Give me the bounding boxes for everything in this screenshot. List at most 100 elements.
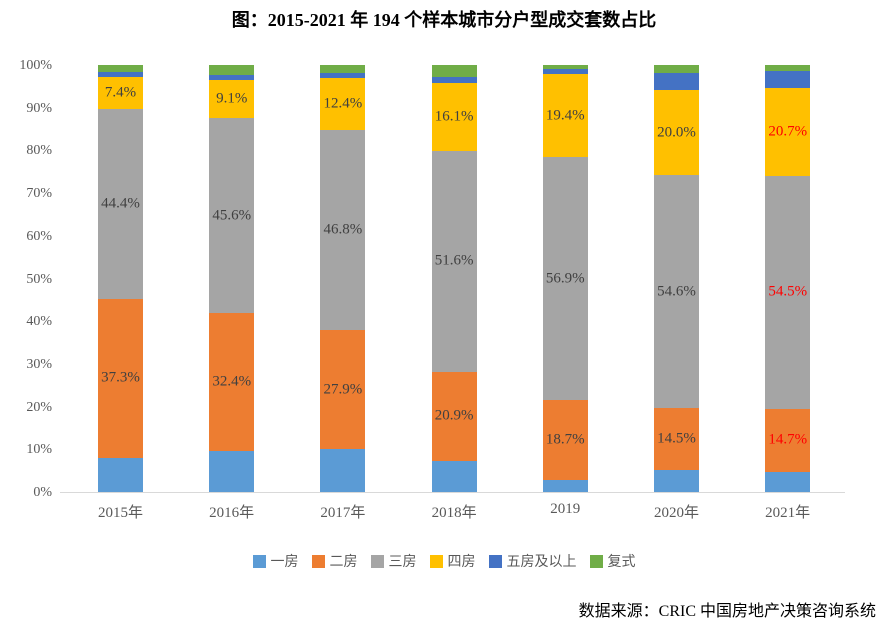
bar-segment-二房-2017年: 27.9% [320,330,366,450]
x-axis-label-2016年: 2016年 [209,505,255,521]
x-axis-label-2020年: 2020年 [653,505,700,521]
legend-item-复式: 复式 [589,551,636,571]
y-tick-label: 0% [33,485,52,500]
data-label-二房-2018年: 20.9% [434,407,474,424]
data-label-三房-2019: 56.9% [545,270,585,287]
plot-area: 37.3% 44.4% 7.4% 32.4% 45.6% 9.1% 27.9% 46.8% 12… [60,64,845,493]
legend-swatch-icon [589,554,603,568]
bar-segment-一房-2019 [542,480,588,492]
bar-segment-四房-2015年: 7.4% [98,77,143,109]
bar-segment-一房-2020年 [654,470,699,492]
x-axis-label-2017年: 2017年 [320,505,366,521]
data-label-三房-2021年: 54.5% [768,283,808,300]
legend-swatch-icon [429,554,443,568]
data-label-四房-2017年: 12.4% [323,95,363,112]
y-tick-label: 10% [26,442,52,458]
bar-segment-五房及以上-2018年 [431,76,477,83]
bar-segment-四房-2018年: 16.1% [431,82,477,152]
y-tick-label: 30% [26,356,52,372]
data-label-二房-2015年: 37.3% [101,369,140,386]
bar-segment-一房-2018年 [431,460,477,492]
data-label-二房-2019: 18.7% [545,431,585,448]
legend: 一房 二房 三房 四房 五房及以上 复式 [0,551,888,571]
legend-item-一房: 一房 [252,551,299,571]
bar-segment-四房-2016年: 9.1% [209,79,255,119]
data-label-四房-2020年: 20.0% [657,124,696,141]
data-label-四房-2019: 19.4% [545,107,585,124]
bar-segment-三房-2020年: 54.6% [654,175,699,409]
data-label-二房-2021年: 14.7% [768,431,808,448]
bar-segment-二房-2018年: 20.9% [431,371,477,461]
bar-segment-复式-2021年 [765,65,811,72]
legend-label: 三房 [388,555,417,570]
bar-segment-三房-2017年: 46.8% [320,130,366,331]
legend-swatch-icon [252,554,266,568]
data-label-四房-2021年: 20.7% [768,123,808,140]
bar-segment-二房-2016年: 32.4% [209,313,255,452]
bar-segment-复式-2019 [542,65,588,69]
bar-segment-复式-2018年 [431,65,477,77]
x-axis-label-2021年: 2021年 [765,505,811,521]
data-label-四房-2016年: 9.1% [216,90,248,107]
bar-segment-五房及以上-2021年 [765,71,811,88]
bar-segment-三房-2019: 56.9% [542,157,588,401]
legend-swatch-icon [370,554,384,568]
bar-segment-复式-2016年 [209,65,255,75]
bar-segment-三房-2018年: 51.6% [431,151,477,372]
bar-segment-二房-2019: 18.7% [542,400,588,480]
bar-segment-五房及以上-2017年 [320,73,366,78]
data-label-二房-2020年: 14.5% [657,430,696,447]
legend-swatch-icon [311,554,325,568]
bar-segment-二房-2020年: 14.5% [654,408,699,471]
bar-segment-二房-2021年: 14.7% [765,408,811,472]
bar-segment-四房-2021年: 20.7% [765,87,811,177]
y-tick-label: 60% [26,228,52,244]
x-axis-label-2018年: 2018年 [431,505,477,521]
bar-segment-四房-2020年: 20.0% [654,89,699,176]
bar-segment-复式-2015年 [98,64,143,73]
bar-2015年: 37.3% 44.4% 7.4% [98,64,143,492]
data-label-三房-2018年: 51.6% [434,252,474,269]
bar-segment-三房-2015年: 44.4% [98,108,143,299]
y-tick-label: 50% [26,271,52,287]
data-label-三房-2015年: 44.4% [101,195,140,212]
bar-segment-一房-2017年 [320,449,366,492]
bar-segment-复式-2020年 [654,65,699,73]
legend-label: 五房及以上 [506,555,577,570]
bar-segment-三房-2016年: 45.6% [209,118,255,314]
legend-swatch-icon [488,554,502,568]
data-label-二房-2016年: 32.4% [212,373,252,390]
y-tick-label: 40% [26,314,52,330]
legend-label: 一房 [270,555,299,570]
legend-item-二房: 二房 [311,551,358,571]
bar-segment-五房及以上-2015年 [98,72,143,78]
bar-segment-四房-2017年: 12.4% [320,77,366,131]
source-note: 数据来源：CRIC 中国房地产决策咨询系统 [578,603,876,620]
bar-segment-三房-2021年: 54.5% [765,176,811,409]
bar-segment-二房-2015年: 37.3% [98,298,143,458]
data-label-三房-2020年: 54.6% [657,283,696,300]
bar-segment-四房-2019: 19.4% [542,74,588,158]
bar-segment-一房-2015年 [98,457,143,492]
x-axis-line [60,492,845,493]
legend-label: 复式 [607,555,636,570]
bar-segment-复式-2017年 [320,65,366,74]
bar-2020年: 14.5% 54.6% 20.0% [654,65,699,492]
y-tick-label: 80% [26,143,52,159]
x-axis-label-2019: 2019 [550,501,581,517]
bar-segment-五房及以上-2019 [542,68,588,75]
x-axis-labels: 2015年 2016年 2017年 2018年 2019 2020年 2021年 [62,501,845,523]
legend-label: 四房 [447,555,476,570]
y-tick-label: 100% [19,58,52,73]
y-tick-label: 20% [26,399,52,415]
y-tick-label: 70% [26,186,52,202]
data-label-四房-2015年: 7.4% [104,84,137,101]
bar-segment-五房及以上-2016年 [209,74,255,80]
bar-2017年: 27.9% 46.8% 12.4% [320,65,366,492]
bar-2021年: 14.7% 54.5% 20.7% [765,65,811,492]
legend-item-五房及以上: 五房及以上 [488,551,577,571]
legend-item-三房: 三房 [370,551,417,571]
bar-2018年: 20.9% 51.6% 16.1% [431,65,477,492]
bar-2016年: 32.4% 45.6% 9.1% [209,65,255,492]
